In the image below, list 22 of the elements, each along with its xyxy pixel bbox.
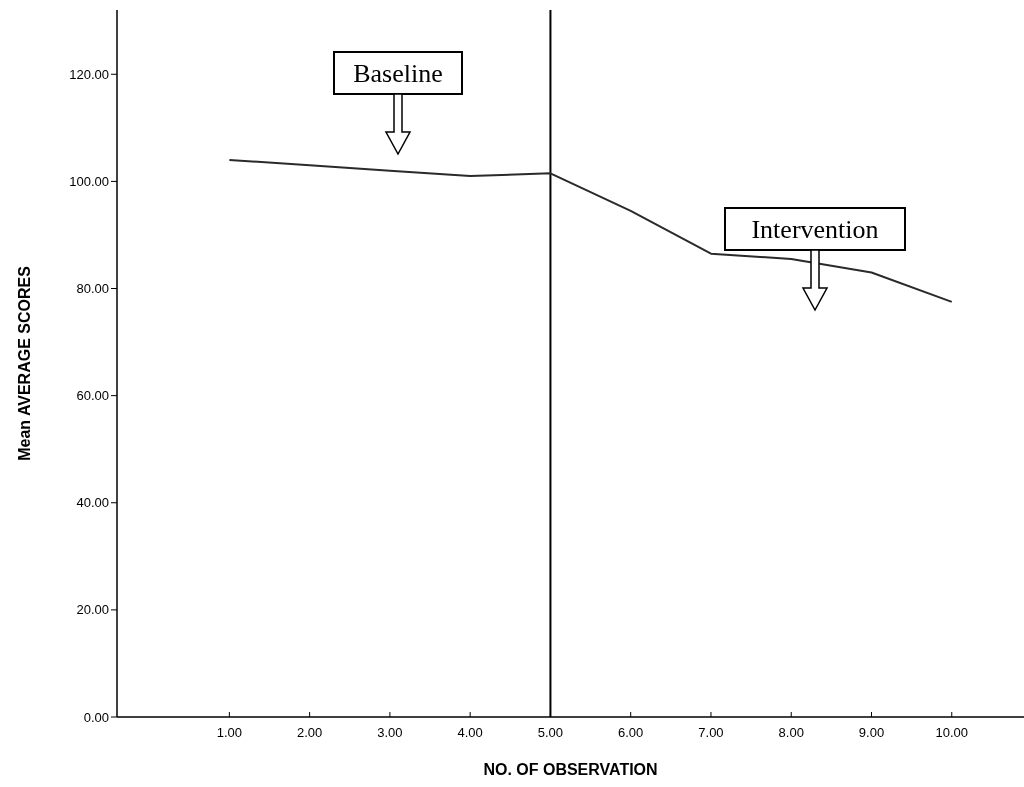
x-axis-title: NO. OF OBSERVATION <box>483 761 658 778</box>
x-tick-label: 9.00 <box>858 725 885 740</box>
y-tick-label: 80.00 <box>76 281 109 297</box>
x-tick-label: 4.00 <box>457 725 483 740</box>
y-tick-label: 0.00 <box>83 709 109 725</box>
y-tick-label: 40.00 <box>76 495 109 511</box>
y-axis-title: Mean AVERAGE SCORES <box>16 265 33 461</box>
x-tick-label: 7.00 <box>698 725 724 740</box>
x-tick-label: 8.00 <box>778 725 804 740</box>
y-tick-label: 120.00 <box>69 66 109 82</box>
x-tick-label: 10.00 <box>935 725 969 740</box>
x-tick-label: 3.00 <box>377 725 403 740</box>
x-tick-label: 2.00 <box>296 725 323 740</box>
x-tick-label: 1.00 <box>216 725 243 740</box>
x-tick-label: 6.00 <box>618 725 644 740</box>
x-tick-label: 5.00 <box>537 725 564 740</box>
y-tick-label: 100.00 <box>69 173 109 189</box>
annotation: Baseline <box>353 59 443 89</box>
annotation: Intervention <box>751 215 879 245</box>
line-series <box>228 158 953 303</box>
y-tick-label: 20.00 <box>76 602 109 618</box>
y-tick-label: 60.00 <box>76 388 109 404</box>
